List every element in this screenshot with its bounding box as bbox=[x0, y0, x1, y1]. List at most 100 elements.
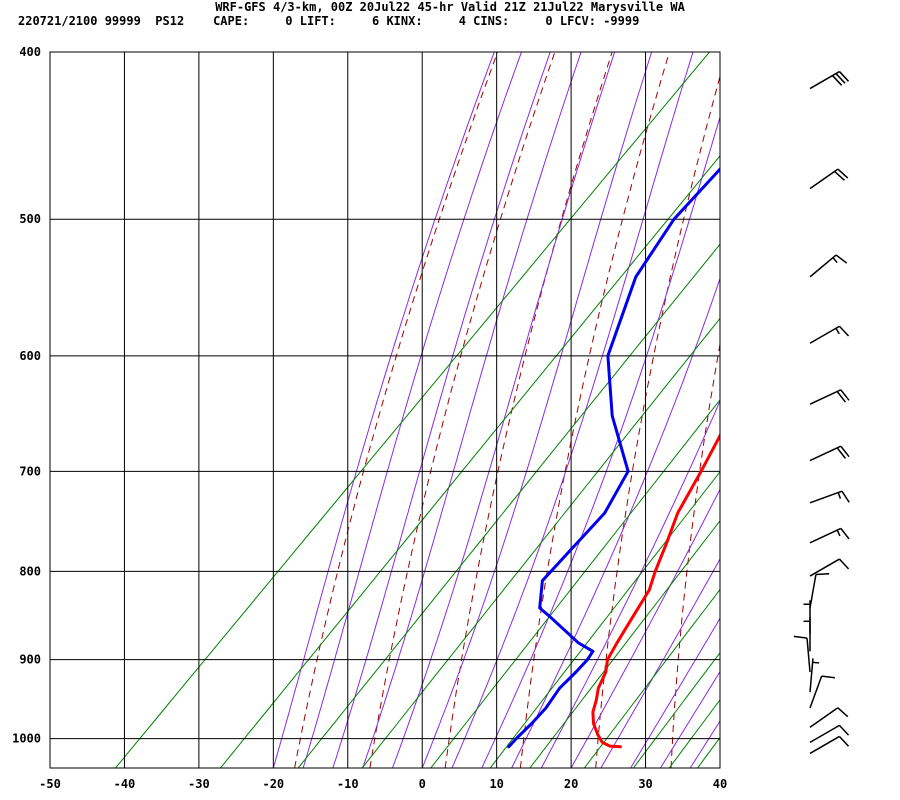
dry-adiabat-line bbox=[519, 52, 670, 768]
mixing-ratio-line bbox=[361, 317, 720, 768]
wind-barbs bbox=[793, 70, 850, 755]
x-tick-label: 40 bbox=[713, 777, 727, 791]
mixing-ratio-line bbox=[697, 736, 720, 768]
sounding-indices: 220721/2100 99999 PS12 CAPE: 0 LIFT: 6 K… bbox=[18, 14, 640, 28]
barb-staff bbox=[809, 254, 837, 278]
x-tick-label: 20 bbox=[564, 777, 578, 791]
barb-feather bbox=[838, 325, 850, 337]
mixing-ratio-line bbox=[489, 470, 720, 768]
background-lines bbox=[115, 52, 899, 768]
wind-barb bbox=[809, 490, 850, 504]
y-tick-label: 900 bbox=[19, 653, 41, 667]
barb-staff bbox=[809, 658, 814, 693]
barb-half-feather bbox=[812, 661, 820, 664]
barb-feather bbox=[837, 168, 849, 179]
dry-adiabat-line bbox=[444, 52, 613, 768]
wind-barb bbox=[803, 617, 811, 652]
barb-half-feather bbox=[835, 327, 840, 335]
barb-feather bbox=[840, 389, 850, 401]
plot-frame bbox=[49, 51, 721, 769]
mixing-ratio-line bbox=[220, 155, 720, 768]
x-tick-label: -30 bbox=[188, 777, 210, 791]
mixing-ratio-line bbox=[668, 698, 720, 768]
wind-barb bbox=[809, 254, 848, 278]
barb-feather bbox=[838, 724, 850, 736]
wind-barb bbox=[809, 70, 850, 90]
wind-barb bbox=[793, 635, 811, 673]
moist-adiabat-line bbox=[362, 52, 582, 768]
barb-staff bbox=[809, 735, 840, 755]
barb-staff bbox=[806, 638, 811, 673]
barb-half-feather bbox=[837, 492, 842, 499]
mixing-ratio-line bbox=[632, 651, 720, 768]
moist-adiabat-line bbox=[391, 52, 616, 768]
wind-barb bbox=[809, 527, 850, 544]
dry-adiabat-line bbox=[670, 341, 720, 768]
temperature-line bbox=[591, 432, 720, 749]
wind-barb bbox=[809, 724, 850, 743]
x-tick-label: -10 bbox=[337, 777, 359, 791]
y-tick-label: 500 bbox=[19, 212, 41, 226]
barb-feather bbox=[836, 447, 846, 459]
dewpoint-line bbox=[507, 166, 720, 749]
y-tick-label: 400 bbox=[19, 45, 41, 59]
barb-feather bbox=[837, 707, 849, 718]
dry-adiabat-line bbox=[369, 52, 556, 768]
wind-barb bbox=[809, 558, 850, 577]
moist-adiabat-line bbox=[659, 670, 720, 768]
mixing-ratio-line bbox=[430, 399, 720, 768]
y-tick-label: 1000 bbox=[12, 732, 41, 746]
y-tick-label: 700 bbox=[19, 464, 41, 478]
barb-staff bbox=[809, 325, 840, 344]
moist-adiabat-line bbox=[451, 52, 694, 768]
moist-adiabat-line bbox=[600, 557, 720, 768]
moist-adiabat-line bbox=[570, 488, 720, 768]
barb-feather bbox=[835, 254, 848, 264]
wind-barb bbox=[809, 168, 849, 190]
mixing-ratio-line bbox=[297, 243, 720, 768]
barb-feather bbox=[840, 445, 850, 458]
barb-feather bbox=[838, 558, 850, 570]
barb-feather bbox=[838, 735, 850, 747]
barb-staff bbox=[809, 707, 839, 728]
barb-feather bbox=[838, 71, 850, 82]
barb-feather bbox=[835, 73, 846, 84]
profile-lines bbox=[507, 166, 720, 749]
moist-adiabat-line bbox=[332, 52, 551, 768]
mixing-ratio-line bbox=[584, 588, 720, 768]
mixing-ratio-line bbox=[115, 52, 710, 768]
wind-barb bbox=[809, 389, 850, 405]
moist-adiabat-line bbox=[540, 399, 720, 768]
moist-adiabat-line bbox=[302, 52, 522, 768]
moist-adiabat-line bbox=[421, 52, 653, 768]
x-tick-label: -20 bbox=[262, 777, 284, 791]
moist-adiabat-line bbox=[689, 720, 720, 768]
barb-feather bbox=[831, 75, 843, 86]
wind-barb bbox=[809, 707, 849, 728]
barb-staff bbox=[809, 445, 842, 462]
barb-staff bbox=[809, 574, 817, 609]
moist-adiabat-line bbox=[630, 617, 720, 768]
barb-feather bbox=[821, 675, 835, 679]
moist-adiabat-line bbox=[272, 52, 495, 768]
axis-ticks: -50 -40 -30 -20 -10 0 10 20 30 40 400 500 600 700 800 9… bbox=[12, 45, 727, 791]
barb-feather bbox=[841, 490, 850, 503]
barb-feather bbox=[840, 527, 850, 540]
barb-feather bbox=[815, 573, 830, 576]
y-tick-label: 600 bbox=[19, 349, 41, 363]
barb-feather bbox=[836, 391, 846, 403]
x-tick-label: 10 bbox=[489, 777, 503, 791]
dry-adiabat-line bbox=[746, 52, 841, 768]
barb-half-feather bbox=[836, 529, 841, 537]
wind-barb bbox=[809, 675, 835, 709]
barb-feather bbox=[834, 170, 845, 181]
barb-staff bbox=[809, 527, 842, 544]
barb-staff bbox=[809, 490, 843, 504]
chart-title: WRF-GFS 4/3-km, 00Z 20Jul22 45-hr Valid … bbox=[215, 0, 685, 14]
moist-adiabat-line bbox=[481, 115, 720, 768]
dry-adiabat-line bbox=[822, 52, 899, 768]
barb-staff bbox=[809, 389, 842, 405]
x-tick-label: -40 bbox=[114, 777, 136, 791]
x-tick-label: -50 bbox=[39, 777, 61, 791]
